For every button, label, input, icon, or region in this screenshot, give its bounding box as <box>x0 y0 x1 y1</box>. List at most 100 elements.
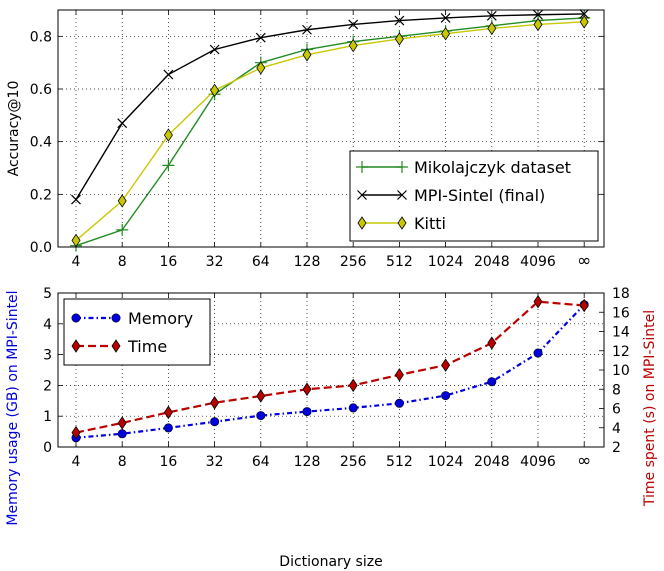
x-tick-label: 2048 <box>474 254 510 270</box>
series <box>71 9 590 205</box>
y-tick-label: 0.4 <box>30 135 52 151</box>
data-point <box>579 15 589 29</box>
x-tick-label: 512 <box>386 254 413 270</box>
data-point <box>117 194 127 208</box>
data-point <box>348 19 359 30</box>
y-tick-label-right: 4 <box>612 421 621 437</box>
legend-marker <box>357 190 367 200</box>
legend-marker <box>356 161 368 173</box>
data-point <box>256 61 266 75</box>
memory-time-plot: 4 8 16 32 64 128 256 512 1024 2048 4096 ∞0123452468… <box>5 286 658 570</box>
data-point <box>256 411 266 421</box>
y-tick-label-right: 16 <box>612 305 630 321</box>
y-tick-label: 3 <box>43 348 52 364</box>
legend-label: MPI-Sintel (final) <box>414 186 545 205</box>
data-point <box>210 417 220 427</box>
data-point <box>579 9 590 19</box>
y-tick-label: 1 <box>43 409 52 425</box>
data-point <box>487 336 497 350</box>
legend-marker <box>397 190 407 200</box>
data-point <box>441 358 451 372</box>
x-tick-label: 2048 <box>474 454 510 470</box>
data-point <box>71 194 81 205</box>
data-point <box>348 403 358 413</box>
y-axis-label-left: Memory usage (GB) on MPI-Sintel <box>5 290 21 525</box>
series <box>71 294 589 440</box>
y-axis-label: Accuracy@10 <box>6 81 22 177</box>
y-tick-label: 4 <box>43 317 52 333</box>
series-line <box>75 21 585 241</box>
data-point <box>533 9 543 20</box>
data-point <box>441 26 451 41</box>
x-tick-label: 1024 <box>428 254 464 270</box>
x-tick-label: 128 <box>294 254 321 270</box>
x-tick-label: 4096 <box>520 254 556 270</box>
legend-box <box>349 150 599 242</box>
legend-label: Kitti <box>414 214 446 233</box>
data-point <box>163 423 173 433</box>
data-point <box>441 391 451 401</box>
data-point <box>163 128 173 142</box>
data-point <box>163 69 174 80</box>
plot-frame <box>57 9 605 248</box>
data-point <box>210 396 220 410</box>
x-tick-label: 16 <box>159 254 177 270</box>
y-tick-label-right: 14 <box>612 325 630 341</box>
x-tick-label: ∞ <box>577 451 591 471</box>
x-tick-label: 64 <box>252 454 270 470</box>
y-tick-label-right: 2 <box>612 440 621 456</box>
legend-marker <box>357 216 367 230</box>
legend-marker <box>71 313 81 323</box>
data-point <box>533 17 543 32</box>
y-tick-label-right: 10 <box>612 363 630 379</box>
y-tick-label: 2 <box>43 378 52 394</box>
data-point <box>533 348 543 358</box>
x-tick-label: 512 <box>386 454 413 470</box>
data-point <box>440 12 451 23</box>
legend-box <box>63 298 211 366</box>
series <box>71 15 589 248</box>
legend-marker <box>397 216 407 230</box>
x-tick-label: 4 <box>72 454 81 470</box>
data-point <box>394 32 404 46</box>
legend-marker <box>111 313 121 323</box>
data-point <box>163 405 173 420</box>
data-point <box>71 425 81 440</box>
data-point <box>486 10 497 21</box>
data-point <box>302 407 312 417</box>
x-tick-label: 16 <box>159 454 177 470</box>
data-point <box>117 118 128 129</box>
data-point <box>302 48 312 62</box>
x-tick-label: 256 <box>340 454 367 470</box>
data-point <box>579 298 589 313</box>
y-tick-label: 0.2 <box>30 187 52 203</box>
y-tick-label: 0.0 <box>30 240 52 256</box>
x-tick-label: 256 <box>340 254 367 270</box>
data-point <box>71 233 81 248</box>
series-line <box>75 303 585 439</box>
data-point <box>255 32 266 43</box>
legend-marker <box>111 339 121 353</box>
data-point <box>210 83 220 98</box>
x-tick-label: 8 <box>118 454 127 470</box>
x-tick-label: 1024 <box>428 454 464 470</box>
series-line <box>75 13 585 200</box>
y-tick-label: 5 <box>43 286 52 302</box>
data-point <box>394 398 404 408</box>
x-tick-label: 64 <box>252 254 270 270</box>
x-axis-label: Dictionary size <box>279 554 382 570</box>
data-point <box>209 44 220 55</box>
series-line <box>75 17 585 247</box>
data-point <box>117 429 127 439</box>
x-tick-label: 4 <box>72 254 81 270</box>
data-point <box>533 294 543 309</box>
data-point <box>162 159 175 172</box>
y-tick-label: 0 <box>43 440 52 456</box>
x-tick-label: 4096 <box>520 454 556 470</box>
y-tick-label-right: 8 <box>612 382 621 398</box>
x-tick-label: 128 <box>294 454 321 470</box>
data-point <box>394 368 404 382</box>
data-point <box>256 389 266 403</box>
legend-label: Memory <box>128 309 193 328</box>
